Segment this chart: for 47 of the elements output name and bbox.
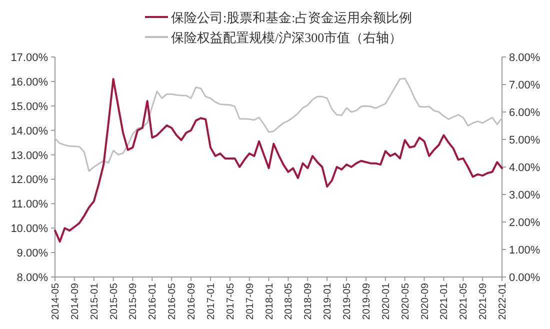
y-tick-label: 10.00%	[10, 223, 48, 236]
y-tick-label: 9.00%	[16, 248, 48, 260]
line-series	[54, 78, 503, 172]
x-tick-label: 2019-01	[322, 282, 334, 320]
x-tick-label: 2021-09	[478, 282, 490, 320]
x-tick-label: 2018-05	[284, 282, 295, 320]
y-tick-label: 12.00%	[10, 174, 48, 186]
y2-tick-label: 2.00%	[509, 217, 540, 229]
x-tick-label: 2016-05	[167, 282, 178, 320]
x-tick-label: 2018-01	[264, 282, 276, 320]
x-tick-label: 2021-05	[458, 282, 470, 320]
y2-tick-label: 8.00%	[509, 52, 540, 64]
x-tick-label: 2018-09	[303, 282, 314, 320]
x-tick-label: 2020-01	[380, 282, 392, 320]
x-tick-label: 2016-01	[148, 282, 159, 320]
y2-tick-label: 6.00%	[509, 107, 540, 119]
x-tick-label: 2015-01	[89, 282, 100, 320]
y-tick-label: 13.00%	[10, 150, 48, 162]
y-tick-label: 14.00%	[10, 125, 48, 138]
x-tick-label: 2016-09	[186, 282, 198, 320]
x-tick-label: 2015-05	[108, 282, 120, 320]
y-tick-label: 8.00%	[16, 272, 48, 284]
y-tick-label: 15.00%	[10, 100, 48, 113]
y2-tick-label: 7.00%	[509, 80, 540, 92]
x-tick-label: 2014-05	[50, 282, 62, 320]
y-tick-label: 11.00%	[12, 198, 48, 211]
line-series	[54, 78, 503, 243]
legend-label: 保险权益配置规模/沪深300市值（右轴）	[171, 30, 402, 45]
x-tick-label: 2019-05	[342, 282, 354, 320]
x-tick-label: 2017-01	[206, 282, 217, 320]
y2-tick-label: 4.00%	[509, 162, 540, 174]
x-tick-label: 2019-09	[361, 282, 372, 320]
x-tick-label: 2017-09	[244, 282, 256, 320]
legend-label: 保险公司:股票和基金:占资金运用余额比例	[171, 10, 412, 25]
y2-tick-label: 3.00%	[509, 190, 540, 202]
x-tick-label: 2020-09	[420, 282, 431, 320]
y2-tick-label: 0.00%	[509, 272, 540, 284]
y-tick-label: 17.00%	[10, 52, 48, 64]
y2-tick-label: 1.00%	[509, 244, 540, 256]
x-tick-label: 2022-01	[498, 282, 508, 320]
x-tick-label: 2021-01	[439, 282, 450, 320]
y2-tick-label: 5.00%	[509, 134, 540, 146]
x-tick-label: 2017-05	[225, 282, 236, 320]
x-tick-label: 2015-09	[128, 282, 140, 320]
y-tick-label: 16.00%	[10, 76, 48, 88]
x-tick-label: 2020-05	[400, 282, 412, 320]
x-tick-label: 2014-09	[70, 282, 81, 320]
